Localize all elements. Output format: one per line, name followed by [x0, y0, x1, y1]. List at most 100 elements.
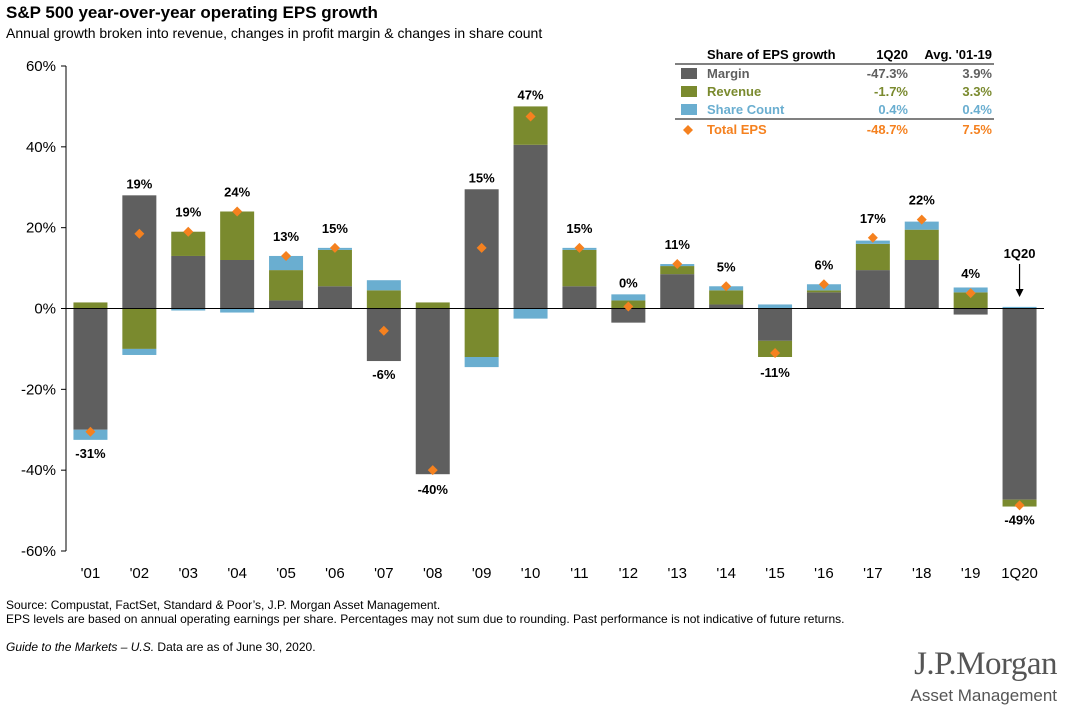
x-tick-label: '19	[961, 565, 981, 582]
bar-margin	[73, 308, 108, 430]
annotation-1q20: 1Q20	[1004, 246, 1036, 261]
x-tick-label: '12	[619, 565, 639, 582]
total-eps-marker	[1014, 500, 1025, 511]
total-eps-marker	[721, 281, 732, 292]
data-label: 15%	[322, 221, 348, 236]
chart-title: S&P 500 year-over-year operating EPS gro…	[6, 3, 378, 22]
x-tick-label: '13	[667, 565, 687, 582]
legend-row-1q20: -48.7%	[867, 122, 909, 137]
data-label: 47%	[518, 87, 544, 102]
data-label: -31%	[75, 446, 106, 461]
total-eps-marker	[281, 250, 292, 261]
total-eps-marker	[329, 242, 340, 253]
data-label: -6%	[372, 367, 396, 382]
bar-share-count	[171, 308, 206, 311]
y-tick-label: 20%	[26, 220, 56, 237]
legend-swatch	[681, 68, 697, 79]
legend-swatch-total	[683, 125, 693, 135]
bar-revenue	[464, 308, 499, 357]
data-label: -40%	[418, 482, 449, 497]
x-tick-label: '05	[276, 565, 296, 582]
bar-margin	[1002, 308, 1037, 500]
bar-revenue	[220, 211, 255, 260]
bar-revenue	[660, 266, 695, 275]
chart-subtitle: Annual growth broken into revenue, chang…	[6, 25, 543, 41]
total-eps-marker	[476, 242, 487, 253]
total-eps-marker	[134, 228, 145, 239]
total-eps-marker	[623, 301, 634, 312]
asset-management-logo: Asset Management	[910, 686, 1057, 705]
legend-row-avg: 0.4%	[962, 102, 992, 117]
legend-row-name: Total EPS	[707, 122, 767, 137]
y-tick-label: -20%	[21, 381, 56, 398]
bar-margin	[709, 304, 744, 309]
data-label: 13%	[273, 229, 299, 244]
total-eps-marker	[525, 111, 536, 122]
x-tick-label: '06	[325, 565, 345, 582]
bar-margin	[171, 255, 206, 309]
data-label: 4%	[961, 266, 980, 281]
total-eps-marker	[85, 426, 96, 437]
bar-revenue	[122, 308, 157, 349]
bar-share-count	[904, 221, 939, 230]
bar-margin	[758, 308, 793, 341]
total-eps-marker	[427, 465, 438, 476]
bar-share-count	[269, 255, 304, 271]
guide-date: Data are as of June 30, 2020.	[154, 640, 316, 654]
data-label: 22%	[909, 193, 935, 208]
bar-revenue	[806, 290, 841, 293]
total-eps-marker	[232, 206, 243, 217]
data-label: 15%	[469, 170, 495, 185]
y-tick-label: 40%	[26, 139, 56, 156]
x-tick-label: '14	[716, 565, 736, 582]
bar-margin	[122, 195, 157, 309]
legend-row-avg: 3.3%	[962, 84, 992, 99]
bar-revenue	[366, 290, 401, 309]
annotation-arrow-head	[1015, 289, 1024, 297]
legend-row-avg: 3.9%	[962, 66, 992, 81]
bar-margin	[513, 144, 548, 309]
bar-revenue	[709, 290, 744, 305]
bar-margin	[269, 300, 304, 309]
bar-margin	[904, 260, 939, 309]
bar-share-count	[513, 308, 548, 319]
bar-margin	[220, 260, 255, 309]
data-label: -49%	[1004, 513, 1035, 528]
bar-share-count	[758, 304, 793, 309]
total-eps-marker	[672, 259, 683, 270]
x-tick-label: '08	[423, 565, 443, 582]
bar-share-count	[366, 280, 401, 291]
legend-swatch	[681, 104, 697, 115]
bar-margin	[953, 308, 988, 315]
data-label: 11%	[665, 237, 691, 252]
x-tick-label: '11	[570, 565, 588, 582]
data-label: 19%	[126, 176, 152, 191]
legend-swatch	[681, 86, 697, 97]
x-tick-label: '10	[521, 565, 541, 582]
jpmorgan-logo: J.P.Morgan	[914, 646, 1057, 682]
legend-row-name: Margin	[707, 66, 750, 81]
legend-header: Share of EPS growth	[707, 47, 836, 62]
total-eps-marker	[965, 288, 976, 299]
legend-row-1q20: 0.4%	[878, 102, 908, 117]
y-tick-label: -60%	[21, 543, 56, 560]
footnote-guide: Guide to the Markets – U.S. Data are as …	[6, 641, 846, 654]
x-tick-label: '07	[374, 565, 394, 582]
legend-background	[672, 64, 994, 120]
legend-row-name: Revenue	[707, 84, 761, 99]
footnote-source: Source: Compustat, FactSet, Standard & P…	[6, 598, 441, 612]
data-label: 17%	[860, 211, 886, 226]
data-label: -11%	[760, 365, 790, 380]
bar-revenue	[73, 302, 108, 309]
bar-revenue	[904, 229, 939, 260]
bar-margin	[317, 286, 352, 309]
bar-share-count	[220, 308, 255, 313]
x-tick-label: 1Q20	[1001, 565, 1038, 582]
bar-revenue	[953, 292, 988, 309]
data-label: 5%	[717, 259, 736, 274]
bar-revenue	[562, 249, 597, 287]
total-eps-marker	[770, 347, 781, 358]
x-tick-label: '18	[912, 565, 932, 582]
x-tick-label: '09	[472, 565, 492, 582]
bar-margin	[855, 270, 890, 309]
